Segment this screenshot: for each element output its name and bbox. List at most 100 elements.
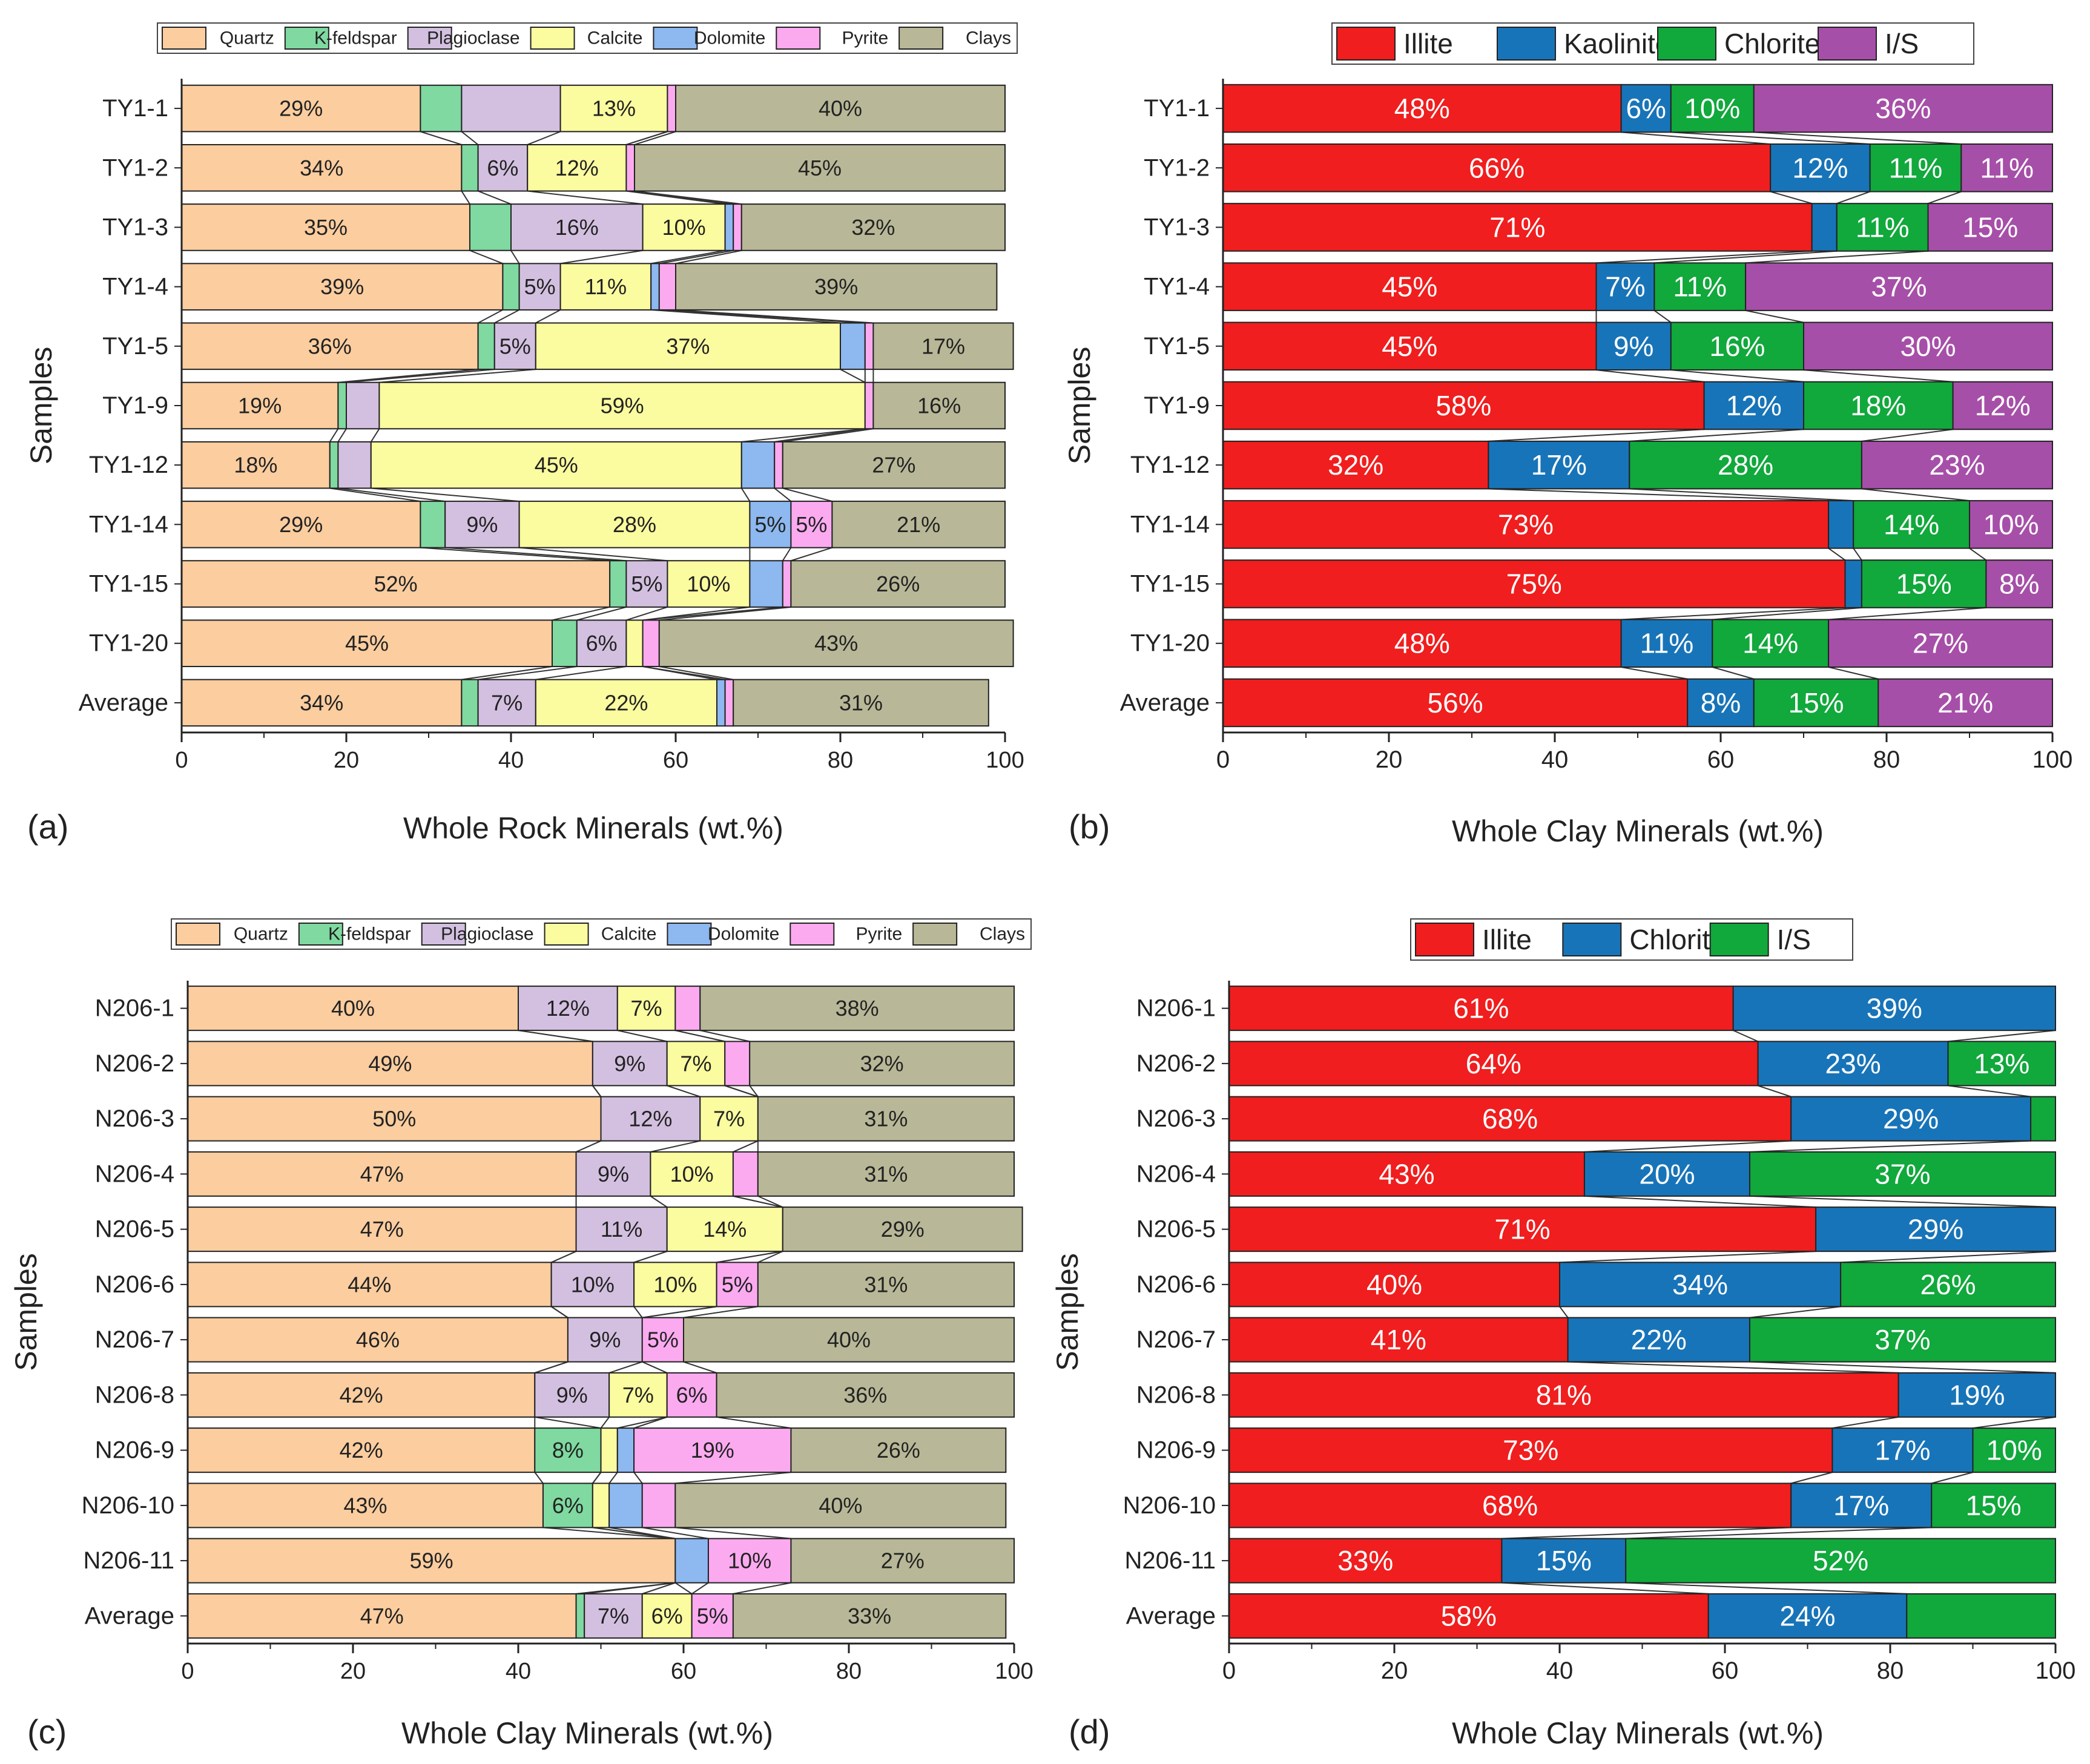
connector-line [592,1472,602,1484]
bar-row: 68% 29% [1228,1096,2057,1142]
bar-segment-quartz [187,986,519,1032]
x-tick-label: 0 [1222,1657,1236,1684]
x-tick-label: 100 [986,748,1024,773]
data-label: 47% [360,1162,404,1186]
bar-segment-chlorite [1629,440,1862,490]
legend-label: Clays [980,924,1025,944]
connector-line [757,1251,783,1263]
bar-row: 41% 22% 37% [1228,1317,2056,1363]
data-label: 22% [1631,1324,1687,1355]
bar-segment-pyrite [782,560,792,608]
x-tick-label: 60 [663,748,688,773]
bar-segment-clays [872,381,1006,430]
bar-segment-chlorite [1803,381,1954,430]
bar-segment-i-s [1753,84,2054,133]
data-label: 16% [1709,331,1765,362]
bar-segment-quartz [187,1262,552,1308]
data-label: 29% [881,1217,925,1242]
data-label: 12% [628,1107,672,1131]
data-label: 47% [360,1217,404,1242]
bar-segment-clays [749,1041,1015,1087]
data-label: 64% [1466,1048,1521,1079]
bar-row: 81% 19% [1228,1372,2056,1418]
bar-row: 39% 5% 11% 39% [181,263,998,311]
connector-line [1670,131,1870,145]
bar-segment-quartz [181,84,421,133]
data-label: 40% [1366,1269,1422,1300]
category-label: N206-10 [1123,1492,1216,1519]
bar-segment-i-s [1840,1262,2057,1308]
connector-line [1928,191,1962,205]
bar-segment-calcite [633,1262,717,1308]
category-label: TY1-2 [1144,154,1210,181]
x-tick-label: 0 [181,1659,194,1684]
legend-swatch [544,923,589,946]
legend-swatch [912,923,958,946]
bar-segment-plagioclase [477,679,536,727]
bar-segment-pyrite [642,619,660,668]
bar-segment-kaolinite [1811,203,1838,252]
legend-label: Chlorite [1629,924,1726,955]
legend-swatch [653,27,698,50]
bar-segment-k-feldspar [502,263,520,311]
category-label: N206-7 [95,1326,174,1353]
bar-segment-plagioclase [518,263,561,311]
bar-segment-dolomite [840,322,866,370]
bar-segment-clays [733,679,989,727]
data-label: 58% [1436,390,1491,421]
bar-row: 45% 6% 43% [181,619,1014,668]
data-label: 29% [1908,1214,1963,1245]
bar-segment-clays [716,1372,1015,1418]
connector-line [651,249,725,265]
connector-line [674,1582,693,1595]
bar-segment-plagioclase [444,501,520,548]
connector-line [1749,1195,2056,1208]
connector-line [1749,1306,1841,1318]
x-tick-label: 80 [836,1659,862,1684]
category-label: Average [1120,689,1210,716]
bar-segment-illite [1222,262,1597,311]
category-label: TY1-3 [1144,214,1210,240]
bar-segment-quartz [181,679,463,727]
data-label: 42% [340,1383,383,1407]
connector-line [1502,1582,1709,1595]
data-label: 40% [819,1493,862,1518]
bar-segment-i-s [1861,440,2053,490]
x-tick-label: 20 [1376,746,1403,773]
legend-label: Illite [1482,924,1532,955]
data-label: 16% [555,215,599,240]
bar-segment-clays [872,322,1014,370]
legend: Illite Chlorite I/S [1410,918,1853,961]
connector-line [478,309,503,324]
bar-segment-quartz [181,381,339,430]
connector-line [626,131,668,145]
bar-segment-plagioclase [477,143,529,192]
connector-line [659,309,865,324]
bar-row: 75% 15% 8% [1222,559,2053,608]
x-tick-label: 100 [995,1659,1033,1684]
bar-segment-chlorite [1897,1372,2056,1418]
bar-row: 48% 11% 14% 27% [1222,619,2054,668]
bar-segment-plagioclase [592,1041,668,1087]
connector-line [733,1195,783,1208]
y-axis-title: Samples [1063,347,1096,465]
connector-line [1753,131,1962,145]
connector-line [461,131,479,145]
data-label: 71% [1495,1214,1551,1245]
bar-segment-plagioclase [337,441,372,489]
bar-segment-plagioclase [584,1593,643,1639]
connector-line [1828,607,1986,620]
connector-line [1841,1251,2056,1263]
bar-segment-plagioclase [534,1372,610,1418]
data-label: 29% [1883,1103,1939,1134]
bar-segment-calcite [625,619,644,668]
data-label: 6% [651,1604,683,1628]
bar-segment-dolomite [749,501,792,548]
connector-line [791,547,832,562]
data-label: 68% [1482,1490,1538,1521]
data-label: 49% [368,1051,412,1076]
category-label: TY1-14 [89,511,168,538]
data-label: 36% [1875,93,1931,124]
data-label: 66% [1469,152,1525,183]
bar-segment-clays [683,1317,1015,1363]
